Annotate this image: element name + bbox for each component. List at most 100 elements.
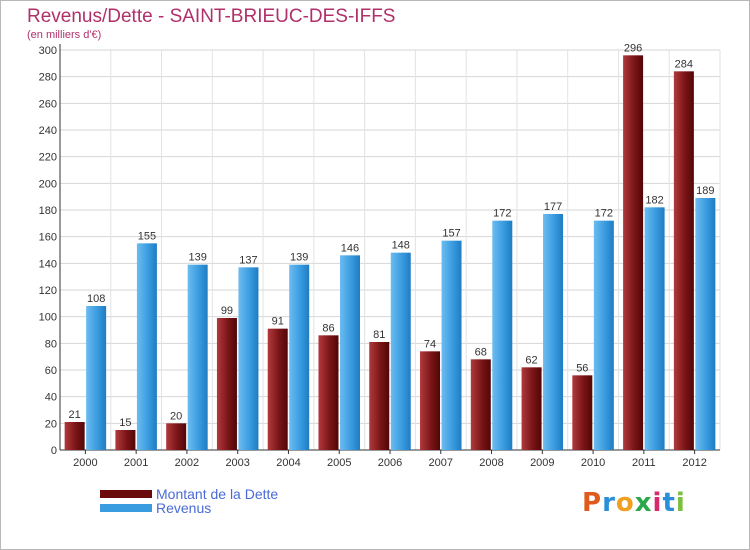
x-tick-label: 2006 <box>378 457 402 469</box>
bar-dette <box>166 423 187 450</box>
chart-subtitle: (en milliers d'€) <box>27 29 102 41</box>
value-label: 148 <box>392 240 410 252</box>
bar-dette <box>267 328 288 450</box>
value-label: 172 <box>595 208 613 220</box>
value-labels: 21 108 15 155 20 139 99 137 91 139 86 146 81 148 74 157… <box>69 42 715 429</box>
bar-dette <box>64 422 85 450</box>
value-label: 137 <box>239 254 257 266</box>
value-label: 139 <box>290 252 308 264</box>
logo-letter: t <box>662 488 676 518</box>
bar-revenus <box>593 220 614 450</box>
value-label: 21 <box>69 409 81 421</box>
bar-revenus <box>86 306 107 450</box>
bar-dette <box>521 367 542 450</box>
x-tick-label: 2001 <box>124 457 148 469</box>
logo-letter: i <box>652 488 663 518</box>
logo-letter: r <box>602 488 616 518</box>
bar-revenus <box>187 264 208 450</box>
value-label: 284 <box>675 58 693 70</box>
y-tick-label: 260 <box>39 98 57 110</box>
value-label: 20 <box>170 410 182 422</box>
bar-revenus <box>492 220 513 450</box>
y-tick-label: 240 <box>39 125 57 137</box>
bar-dette <box>420 351 441 450</box>
x-tick-label: 2005 <box>327 457 351 469</box>
x-tick-label: 2010 <box>581 457 605 469</box>
legend-item-revenus: Revenus <box>100 500 212 516</box>
logo-letter: i <box>675 488 686 518</box>
bar-dette <box>115 430 136 450</box>
proxiti-logo: Proxiti <box>582 488 686 518</box>
y-tick-label: 60 <box>45 365 57 377</box>
value-label: 91 <box>272 316 284 328</box>
value-label: 81 <box>373 329 385 341</box>
grid-lines <box>59 49 721 451</box>
y-tick-label: 20 <box>45 418 57 430</box>
y-tick-label: 80 <box>45 338 57 350</box>
y-tick-label: 220 <box>39 152 57 164</box>
value-label: 172 <box>493 208 511 220</box>
y-tick-label: 160 <box>39 232 57 244</box>
value-label: 146 <box>341 242 359 254</box>
bar-dette <box>318 335 339 450</box>
x-tick-label: 2012 <box>682 457 706 469</box>
bar-revenus <box>543 214 564 450</box>
bar-revenus <box>441 240 462 450</box>
value-label: 108 <box>87 293 105 305</box>
value-label: 99 <box>221 305 233 317</box>
value-label: 68 <box>475 346 487 358</box>
legend-item-debt: Montant de la Dette <box>100 486 279 502</box>
bar-dette <box>470 359 491 450</box>
value-label: 157 <box>442 228 460 240</box>
value-label: 155 <box>138 230 156 242</box>
bars <box>64 55 716 450</box>
y-tick-label: 120 <box>39 285 57 297</box>
value-label: 56 <box>576 362 588 374</box>
bar-revenus <box>238 267 259 450</box>
value-label: 62 <box>525 354 537 366</box>
y-tick-label: 100 <box>39 312 57 324</box>
value-label: 86 <box>322 322 334 334</box>
logo-letter: P <box>582 488 603 518</box>
bar-dette <box>216 318 237 450</box>
x-tick-label: 2000 <box>73 457 97 469</box>
chart-title: Revenus/Dette - SAINT-BRIEUC-DES-IFFS <box>27 6 396 27</box>
bar-revenus <box>644 207 665 450</box>
logo-letter: x <box>634 488 653 518</box>
bar-dette <box>369 342 390 450</box>
logo-letter: o <box>615 488 635 518</box>
y-tick-label: 180 <box>39 205 57 217</box>
x-tick-label: 2003 <box>225 457 249 469</box>
bar-revenus <box>136 243 157 450</box>
bar-dette <box>623 55 644 450</box>
x-tick-label: 2004 <box>276 457 300 469</box>
x-tick-label: 2009 <box>530 457 554 469</box>
y-tick-label: 300 <box>39 45 57 57</box>
bar-revenus <box>289 264 310 450</box>
value-label: 177 <box>544 201 562 213</box>
x-tick-label: 2011 <box>632 457 656 469</box>
bar-revenus <box>390 252 411 450</box>
bar-dette <box>572 375 593 450</box>
value-label: 74 <box>424 338 436 350</box>
value-label: 182 <box>645 194 663 206</box>
bar-revenus <box>339 255 360 450</box>
legend-label-debt: Montant de la Dette <box>156 486 279 502</box>
bar-dette <box>673 71 694 450</box>
value-label: 139 <box>188 252 206 264</box>
legend-swatch-revenus <box>100 504 152 512</box>
value-label: 189 <box>696 185 714 197</box>
x-tick-label: 2007 <box>429 457 453 469</box>
y-tick-label: 140 <box>39 258 57 270</box>
value-label: 296 <box>624 42 642 54</box>
y-tick-label: 0 <box>51 445 57 457</box>
x-tick-label: 2008 <box>479 457 503 469</box>
legend-label-revenus: Revenus <box>156 500 212 516</box>
legend-swatch-debt <box>100 490 152 498</box>
x-tick-label: 2002 <box>175 457 199 469</box>
value-label: 15 <box>119 417 131 429</box>
y-tick-label: 200 <box>39 178 57 190</box>
bar-revenus <box>695 198 716 450</box>
y-tick-label: 280 <box>39 72 57 84</box>
